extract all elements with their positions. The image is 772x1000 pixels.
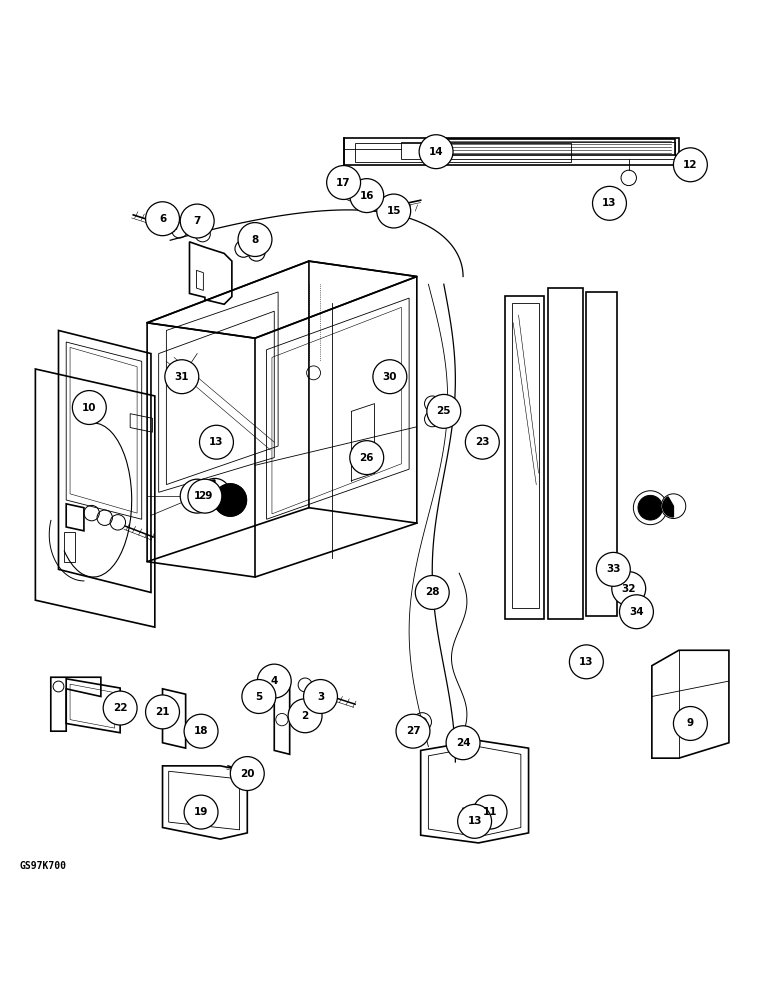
Circle shape bbox=[396, 714, 430, 748]
Text: 8: 8 bbox=[252, 235, 259, 245]
Circle shape bbox=[103, 691, 137, 725]
Circle shape bbox=[184, 714, 218, 748]
Text: 11: 11 bbox=[482, 807, 497, 817]
Text: 14: 14 bbox=[428, 147, 443, 157]
Text: 13: 13 bbox=[602, 198, 617, 208]
Text: 1: 1 bbox=[194, 491, 201, 501]
Circle shape bbox=[350, 441, 384, 475]
Wedge shape bbox=[662, 497, 673, 517]
Text: 28: 28 bbox=[425, 587, 439, 597]
Text: 12: 12 bbox=[683, 160, 698, 170]
Circle shape bbox=[238, 223, 272, 256]
Circle shape bbox=[611, 572, 645, 606]
Circle shape bbox=[638, 495, 662, 520]
Circle shape bbox=[188, 479, 222, 513]
Wedge shape bbox=[201, 480, 215, 508]
Circle shape bbox=[673, 707, 707, 740]
Text: 3: 3 bbox=[317, 692, 324, 702]
Text: 34: 34 bbox=[629, 607, 644, 617]
Text: 18: 18 bbox=[194, 726, 208, 736]
Text: 27: 27 bbox=[405, 726, 420, 736]
Circle shape bbox=[661, 494, 686, 518]
Circle shape bbox=[242, 680, 276, 713]
Text: 29: 29 bbox=[198, 491, 212, 501]
Bar bbox=[64, 532, 76, 562]
Circle shape bbox=[473, 795, 507, 829]
Circle shape bbox=[415, 576, 449, 609]
Circle shape bbox=[257, 664, 291, 698]
Circle shape bbox=[597, 552, 630, 586]
Circle shape bbox=[327, 166, 361, 199]
Circle shape bbox=[350, 179, 384, 213]
Text: 16: 16 bbox=[360, 191, 374, 201]
Circle shape bbox=[165, 360, 198, 394]
Circle shape bbox=[673, 148, 707, 182]
Text: 20: 20 bbox=[240, 769, 255, 779]
Text: 31: 31 bbox=[174, 372, 189, 382]
Text: 6: 6 bbox=[159, 214, 166, 224]
Circle shape bbox=[427, 394, 461, 428]
Circle shape bbox=[184, 795, 218, 829]
Text: 30: 30 bbox=[383, 372, 397, 382]
Circle shape bbox=[288, 699, 322, 733]
Circle shape bbox=[446, 726, 480, 760]
Text: 32: 32 bbox=[621, 584, 636, 594]
Circle shape bbox=[458, 804, 492, 838]
Circle shape bbox=[214, 484, 246, 516]
Text: 26: 26 bbox=[360, 453, 374, 463]
Text: 15: 15 bbox=[387, 206, 401, 216]
Text: 5: 5 bbox=[256, 692, 262, 702]
Text: GS97K700: GS97K700 bbox=[20, 861, 67, 871]
Circle shape bbox=[146, 695, 179, 729]
Text: 4: 4 bbox=[270, 676, 278, 686]
Circle shape bbox=[146, 202, 179, 236]
Circle shape bbox=[419, 135, 453, 169]
Circle shape bbox=[593, 186, 626, 220]
Text: 22: 22 bbox=[113, 703, 127, 713]
Circle shape bbox=[373, 360, 407, 394]
Circle shape bbox=[199, 425, 233, 459]
Text: 25: 25 bbox=[436, 406, 451, 416]
Text: 10: 10 bbox=[82, 403, 96, 413]
Circle shape bbox=[73, 391, 107, 424]
Circle shape bbox=[619, 595, 653, 629]
Text: 23: 23 bbox=[475, 437, 489, 447]
Text: 19: 19 bbox=[194, 807, 208, 817]
Circle shape bbox=[230, 757, 264, 791]
Circle shape bbox=[180, 204, 214, 238]
Text: 9: 9 bbox=[687, 718, 694, 728]
Text: 17: 17 bbox=[337, 178, 351, 188]
Circle shape bbox=[199, 478, 230, 509]
Text: 21: 21 bbox=[155, 707, 170, 717]
Text: 7: 7 bbox=[194, 216, 201, 226]
Text: 13: 13 bbox=[579, 657, 594, 667]
Circle shape bbox=[377, 194, 411, 228]
Circle shape bbox=[570, 645, 603, 679]
Text: 13: 13 bbox=[209, 437, 224, 447]
Text: 2: 2 bbox=[301, 711, 309, 721]
Text: 24: 24 bbox=[455, 738, 470, 748]
Circle shape bbox=[303, 680, 337, 713]
Text: 13: 13 bbox=[467, 816, 482, 826]
Circle shape bbox=[466, 425, 499, 459]
Circle shape bbox=[180, 479, 214, 513]
Text: 33: 33 bbox=[606, 564, 621, 574]
